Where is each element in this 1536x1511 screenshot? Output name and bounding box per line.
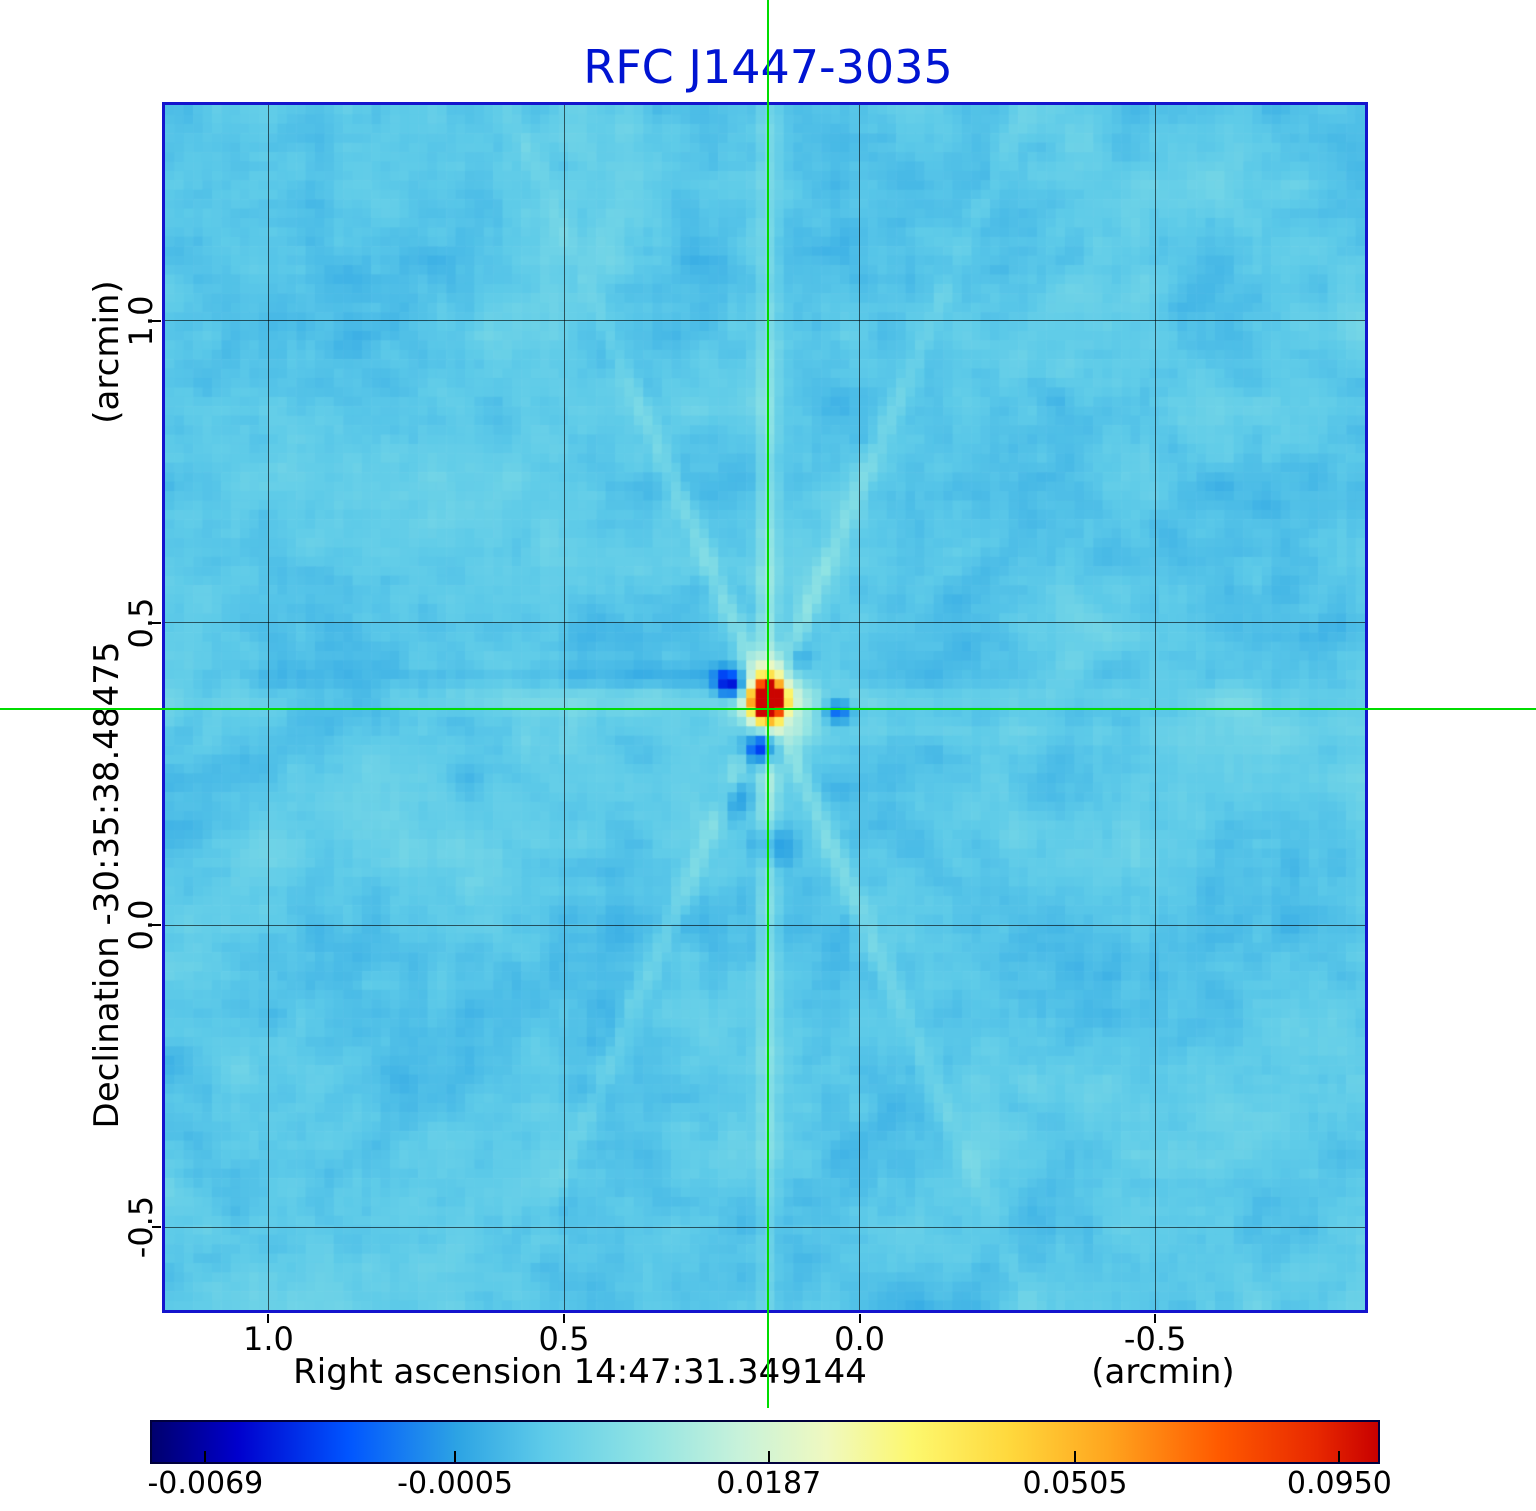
colorbar-tick-label: -0.0005 (397, 1466, 513, 1501)
colorbar-tick-label: 0.0187 (716, 1466, 822, 1501)
colorbar-tick-label: 0.0950 (1286, 1466, 1392, 1501)
colorbar-tick-label: 0.0505 (1022, 1466, 1128, 1501)
x-axis-tick-mark (267, 1314, 270, 1323)
colorbar-tick-mark (1073, 1451, 1076, 1462)
x-tick-label: -0.5 (1123, 1320, 1187, 1358)
x-tick-label: 0.0 (834, 1320, 886, 1358)
y-axis-label: Declination -30:35:38.48475 (87, 641, 127, 1129)
colorbar-tick-mark (1338, 1451, 1341, 1462)
colorbar-tick-mark (204, 1451, 207, 1462)
x-tick-label: 0.5 (538, 1320, 590, 1358)
sky-map-plot (162, 102, 1368, 1313)
colorbar-tick-mark (767, 1451, 770, 1462)
colorbar-tick-mark (454, 1451, 457, 1462)
y-axis-unit: (arcmin) (87, 280, 127, 424)
y-axis-tick-mark (152, 621, 161, 624)
y-axis-tick-mark (152, 1226, 161, 1229)
crosshair-horizontal-line (0, 708, 1536, 711)
crosshair-vertical-line (766, 0, 769, 1408)
x-axis-tick-mark (858, 1314, 861, 1323)
y-axis-tick-mark (152, 924, 161, 927)
x-axis-tick-mark (1154, 1314, 1157, 1323)
x-axis-label: Right ascension 14:47:31.349144 (293, 1352, 867, 1392)
colorbar-tick-label: -0.0069 (147, 1466, 264, 1501)
x-axis-unit: (arcmin) (1091, 1352, 1235, 1392)
y-axis-tick-mark (152, 319, 161, 322)
colorbar (150, 1420, 1380, 1464)
x-axis-tick-mark (563, 1314, 565, 1323)
radio-image-canvas (165, 105, 1365, 1310)
x-tick-label: 1.0 (242, 1320, 294, 1358)
